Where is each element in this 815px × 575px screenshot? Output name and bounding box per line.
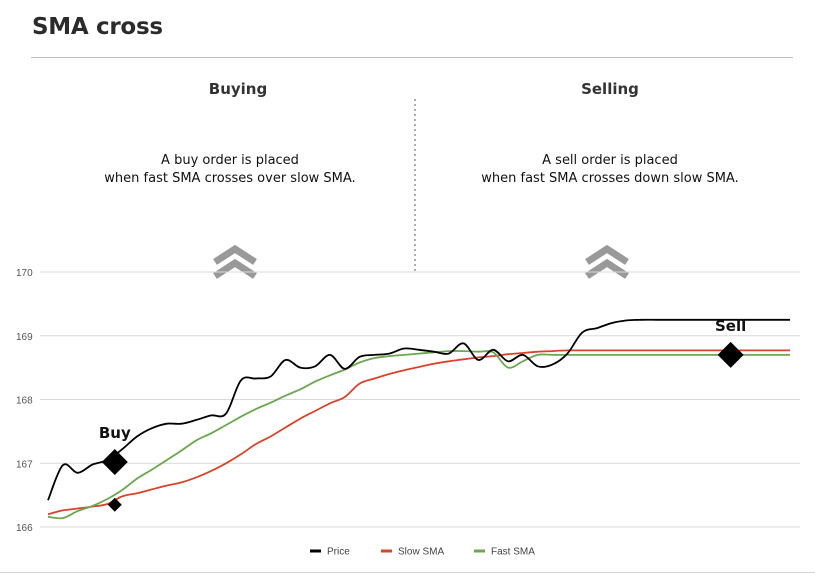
bottom-divider bbox=[0, 572, 815, 573]
buy-label: Buy bbox=[99, 424, 131, 442]
chart-series bbox=[47, 318, 790, 520]
buying-description-line-2: when fast SMA crosses over slow SMA. bbox=[104, 171, 356, 186]
slow-sma-legend-label: Slow SMA bbox=[398, 547, 444, 558]
chart-grid bbox=[40, 271, 800, 528]
buying-description: A buy order is placed when fast SMA cros… bbox=[65, 152, 395, 188]
selling-description-line-2: when fast SMA crosses down slow SMA. bbox=[481, 171, 739, 186]
y-tick-label: 169 bbox=[16, 332, 33, 343]
y-tick-label: 168 bbox=[16, 396, 33, 407]
sell-marker bbox=[717, 341, 744, 368]
y-tick-label: 170 bbox=[16, 268, 33, 279]
title-divider bbox=[31, 57, 793, 58]
y-axis-ticks: 166 167 168 169 170 bbox=[16, 268, 33, 534]
selling-description-line-1: A sell order is placed bbox=[542, 153, 678, 168]
y-tick-label: 167 bbox=[16, 459, 33, 470]
sell-label: Sell bbox=[715, 317, 746, 335]
buying-heading: Buying bbox=[208, 80, 268, 98]
selling-heading: Selling bbox=[581, 80, 639, 98]
buy-marker bbox=[101, 448, 128, 475]
slow-sma-line bbox=[47, 349, 790, 516]
cross-marker bbox=[107, 497, 122, 512]
price-legend-label: Price bbox=[327, 547, 350, 558]
y-tick-label: 166 bbox=[16, 523, 33, 534]
fast-sma-legend-label: Fast SMA bbox=[491, 547, 535, 558]
selling-description: A sell order is placed when fast SMA cro… bbox=[445, 152, 775, 188]
page-title: SMA cross bbox=[32, 14, 163, 40]
buying-description-line-1: A buy order is placed bbox=[161, 153, 299, 168]
price-line bbox=[47, 318, 790, 501]
fast-sma-line bbox=[47, 350, 790, 520]
chart-annotations: Buy Sell bbox=[99, 317, 746, 512]
chart-legend: Price Slow SMA Fast SMA bbox=[310, 547, 535, 558]
